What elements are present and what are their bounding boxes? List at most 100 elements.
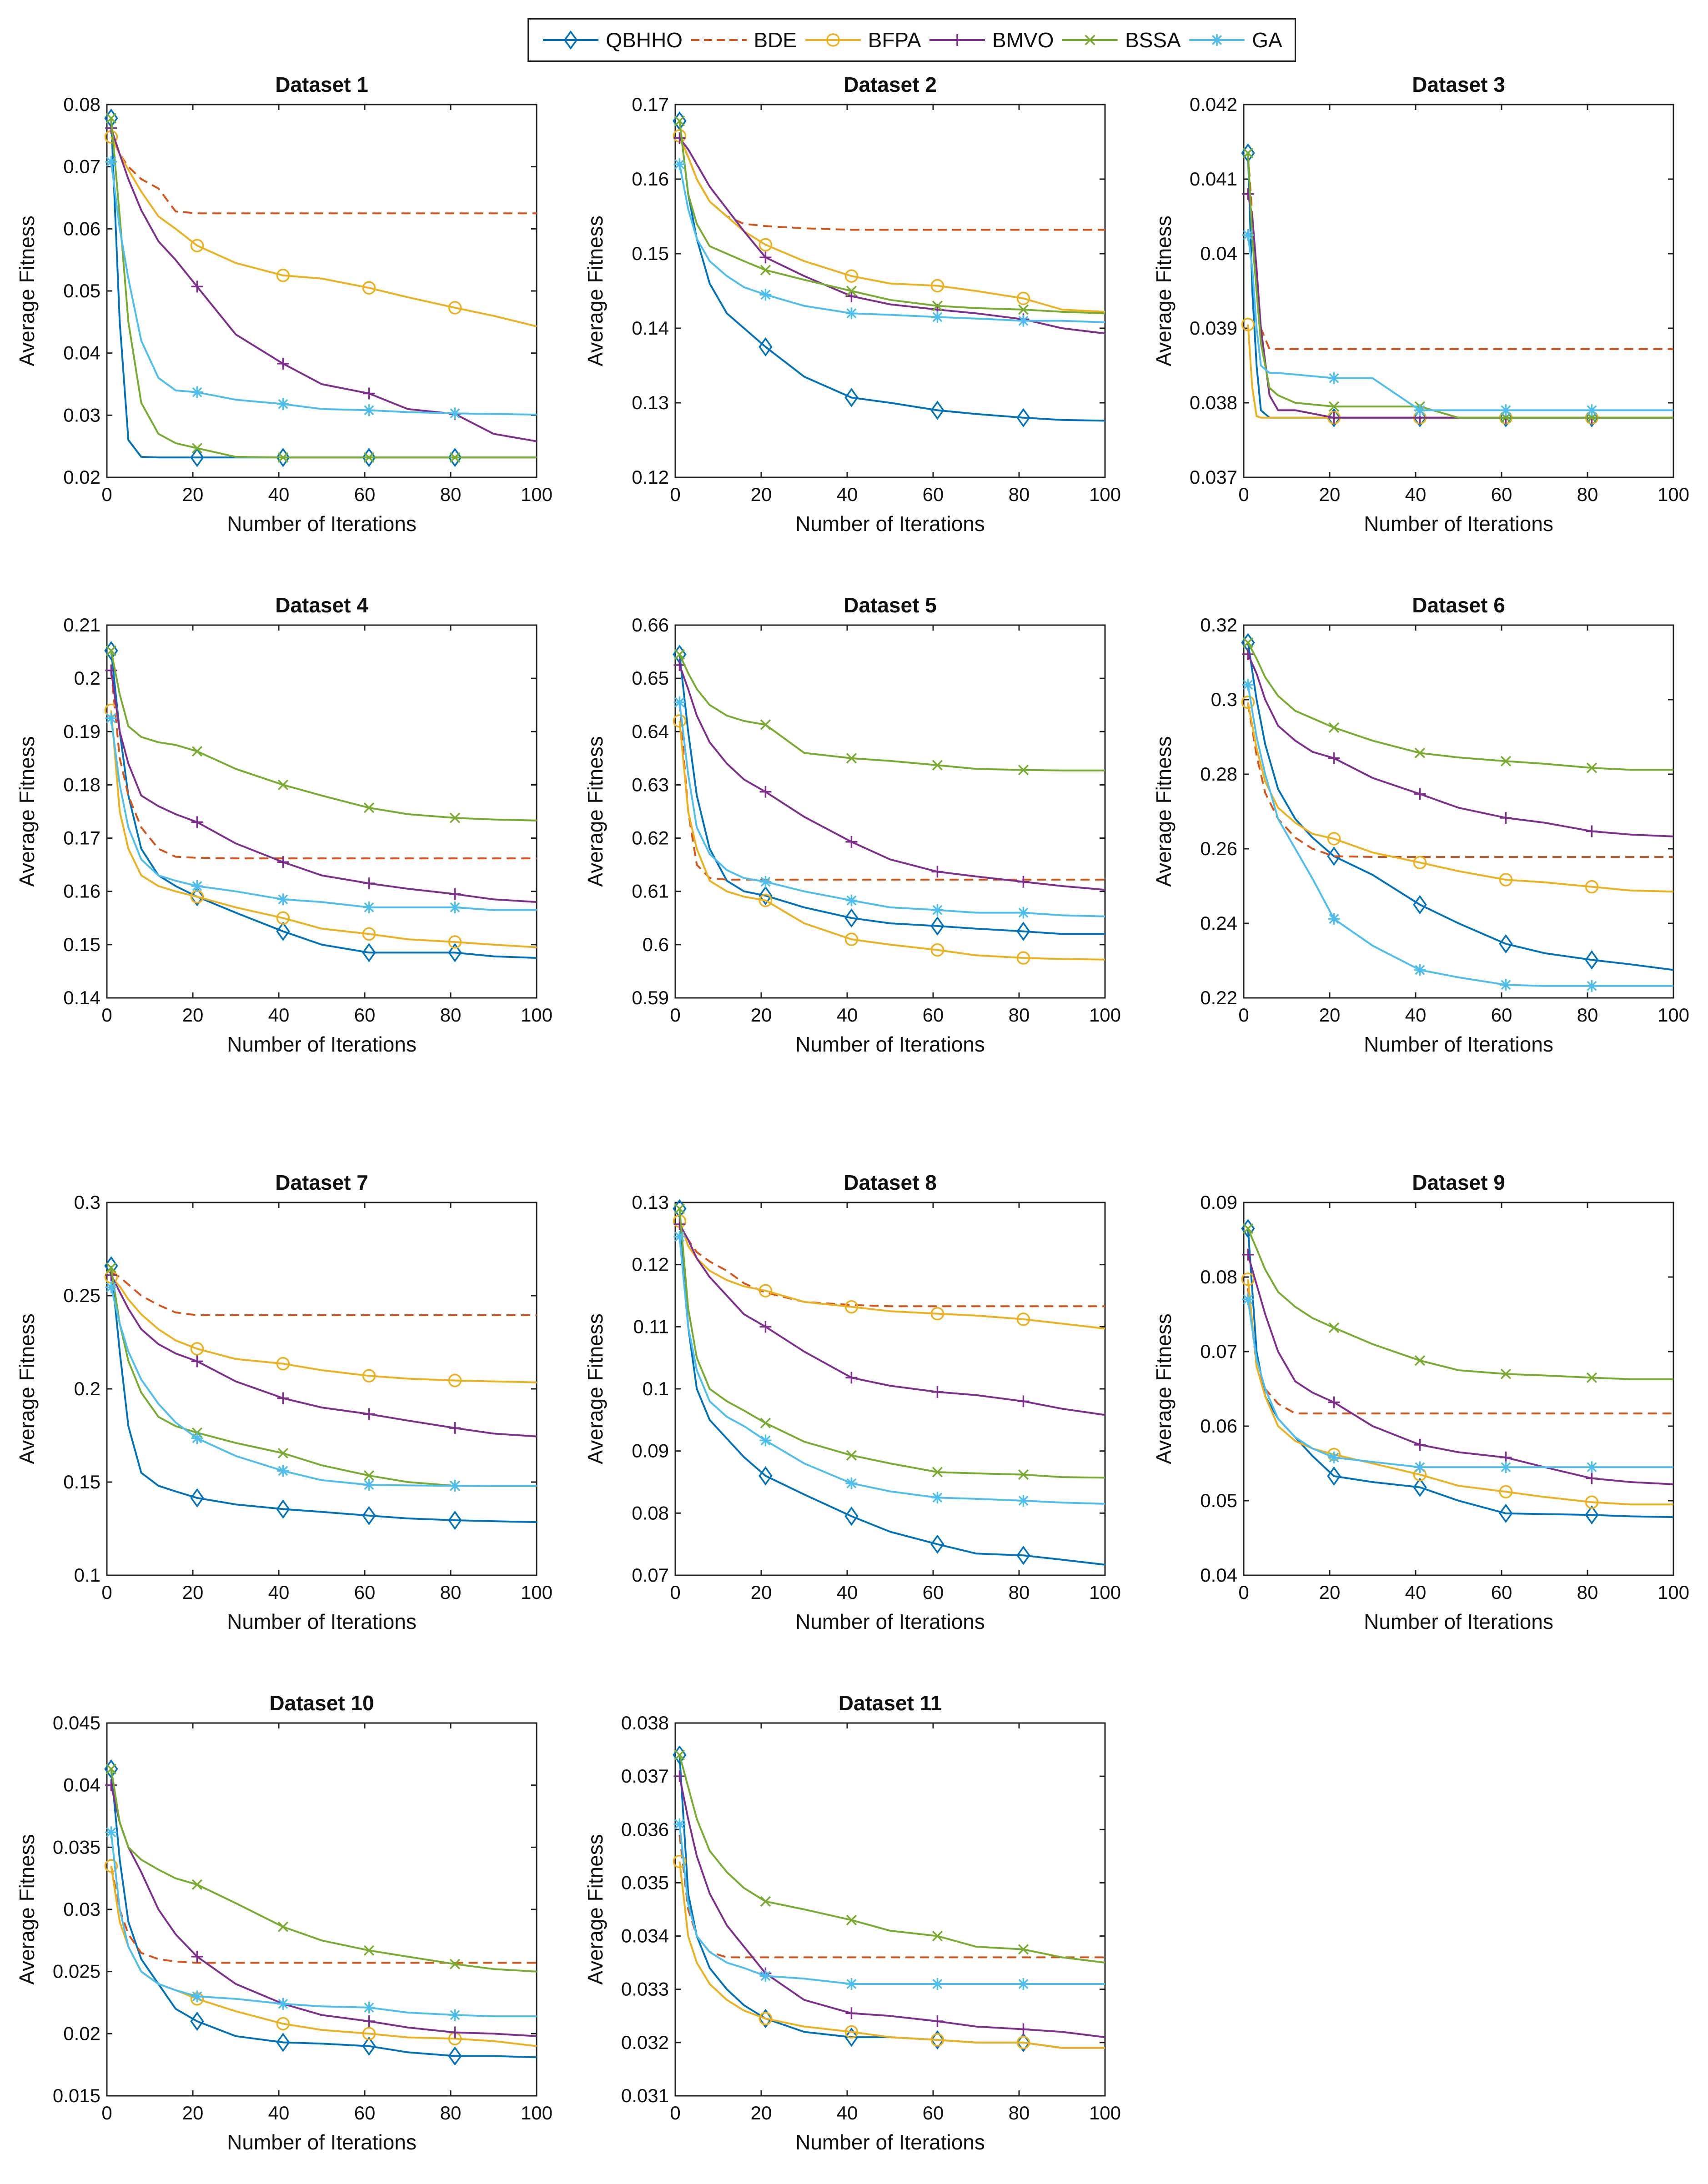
data-point-ga <box>845 1477 858 1489</box>
x-tick-label: 80 <box>1577 484 1598 505</box>
data-point-qbhho <box>1413 1478 1427 1497</box>
data-point-bssa <box>846 753 857 764</box>
legend-marker-bmvo <box>951 34 963 46</box>
plot-area <box>106 1722 538 2097</box>
data-point-bssa <box>674 1203 685 1214</box>
data-point-qbhho <box>844 1506 859 1526</box>
x-tick-label: 80 <box>440 484 462 505</box>
chart-svg-dataset-4: Dataset 4 0 20 40 60 80 100 0.14 0.15 0.16 0.17 0.1… <box>15 593 553 1056</box>
series-qbhho <box>673 111 1105 428</box>
y-tick-label: 0.6 <box>643 934 669 955</box>
x-tick-label: 100 <box>521 2102 553 2124</box>
y-tick-label: 0.036 <box>621 1818 669 1840</box>
series-line-bssa <box>110 118 537 459</box>
data-point-bfpa <box>1413 856 1427 870</box>
legend-item-qbhho: QBHHO <box>541 26 683 54</box>
data-point-bssa <box>449 812 461 823</box>
y-tick-label: 0.15 <box>63 1471 100 1493</box>
data-point-ga <box>1500 404 1512 416</box>
chart-panel-dataset-8: Dataset 8 0 20 40 60 80 100 0.07 0.08 0.09 0.1 0.11… <box>582 1152 1146 1643</box>
data-point-bfpa <box>1585 880 1599 894</box>
series-line-bmvo <box>1247 654 1674 837</box>
data-point-qbhho <box>930 916 944 936</box>
series-line-qbhho <box>678 1208 1105 1566</box>
x-tick-label: 100 <box>1089 1582 1121 1603</box>
data-point-bssa <box>363 1945 375 1956</box>
x-tick-label: 20 <box>751 1004 772 1026</box>
data-point-bssa <box>1018 1944 1029 1955</box>
data-point-bmvo <box>673 1770 686 1783</box>
data-point-qbhho <box>448 943 462 962</box>
series-bde <box>110 1865 537 1964</box>
legend-label-qbhho: QBHHO <box>606 28 683 52</box>
series-ga <box>105 1281 537 1492</box>
data-point-bssa <box>932 760 943 771</box>
y-tick-label: 0.62 <box>632 827 669 849</box>
series-bmvo <box>1242 648 1674 837</box>
data-point-bfpa <box>844 269 859 283</box>
data-point-qbhho <box>1327 408 1341 428</box>
data-point-bssa <box>1242 637 1254 648</box>
data-point-ga <box>363 1479 375 1491</box>
x-tick-label: 40 <box>837 484 858 505</box>
y-tick-label: 0.037 <box>621 1765 669 1787</box>
chart-panel-dataset-11: Dataset 11 0 20 40 60 80 100 0.031 0.032 0.033 0.0… <box>582 1673 1146 2164</box>
x-tick-label: 20 <box>182 484 204 505</box>
x-tick-label: 100 <box>521 1004 553 1026</box>
data-point-bssa <box>932 301 943 311</box>
x-tick-label: 60 <box>354 484 376 505</box>
data-point-qbhho <box>448 1510 462 1530</box>
y-tick-label: 0.14 <box>632 317 669 339</box>
data-point-bssa <box>1586 412 1597 423</box>
data-point-qbhho <box>362 2036 376 2056</box>
data-point-bmvo <box>1242 1248 1254 1261</box>
series-line-bssa <box>678 654 1105 771</box>
x-tick-label: 100 <box>1089 484 1121 505</box>
chart-svg-dataset-1: Dataset 1 0 20 40 60 80 100 0.02 0.03 0.04 0.05 0.0… <box>15 73 553 536</box>
y-tick-label: 0.12 <box>632 1254 669 1275</box>
y-tick-label: 0.07 <box>632 1564 669 1586</box>
x-axis-label: Number of Iterations <box>795 1610 985 1633</box>
chart-title: Dataset 11 <box>839 1691 942 1715</box>
x-tick-label: 60 <box>354 1004 376 1026</box>
data-point-bfpa <box>448 301 462 315</box>
plot-area <box>106 1202 538 1576</box>
data-point-ga <box>1414 964 1426 976</box>
x-tick-label: 40 <box>1405 1004 1427 1026</box>
x-tick-label: 40 <box>1405 1582 1427 1603</box>
data-point-qbhho <box>1016 408 1030 428</box>
data-point-bssa <box>932 1930 943 1942</box>
data-point-bssa <box>449 1959 461 1969</box>
data-point-bfpa <box>1499 873 1513 887</box>
x-tick-label: 100 <box>1658 484 1689 505</box>
y-tick-label: 0.15 <box>63 934 100 955</box>
data-point-qbhho <box>190 2011 204 2031</box>
data-point-bssa <box>105 1262 117 1273</box>
x-tick-label: 0 <box>101 2102 112 2124</box>
y-tick-label: 0.32 <box>1200 614 1237 636</box>
data-point-bssa <box>1586 762 1597 773</box>
data-point-bmvo <box>449 888 461 900</box>
y-tick-label: 0.045 <box>53 1712 100 1733</box>
data-point-qbhho <box>362 448 376 467</box>
series-line-bssa <box>678 120 1105 315</box>
chart-panel-dataset-5: Dataset 5 0 20 40 60 80 100 0.59 0.6 0.61 0.62 0.63… <box>582 575 1146 1066</box>
chart-svg-dataset-5: Dataset 5 0 20 40 60 80 100 0.59 0.6 0.61 0.62 0.63… <box>583 593 1121 1056</box>
data-point-qbhho <box>844 388 859 407</box>
chart-panel-dataset-3: Dataset 3 0 20 40 60 80 100 0.037 0.038 0.039 0.04… <box>1150 55 1708 546</box>
data-point-ga <box>191 386 203 398</box>
y-axis-label: Average Fitness <box>583 1834 607 1985</box>
series-ga <box>1242 1293 1673 1473</box>
data-point-bssa <box>191 746 203 757</box>
data-point-qbhho <box>190 887 204 907</box>
data-point-bssa <box>191 1879 203 1890</box>
data-point-ga <box>1017 1978 1030 1990</box>
x-tick-label: 60 <box>1491 1004 1512 1026</box>
data-point-bmvo <box>759 786 772 798</box>
x-axis-label: Number of Iterations <box>1364 512 1553 536</box>
data-point-qbhho <box>759 2009 773 2029</box>
data-point-bfpa <box>1016 291 1030 306</box>
y-tick-label: 0.032 <box>621 2032 669 2053</box>
data-point-bmvo <box>1586 1472 1598 1484</box>
x-tick-label: 40 <box>268 1004 290 1026</box>
